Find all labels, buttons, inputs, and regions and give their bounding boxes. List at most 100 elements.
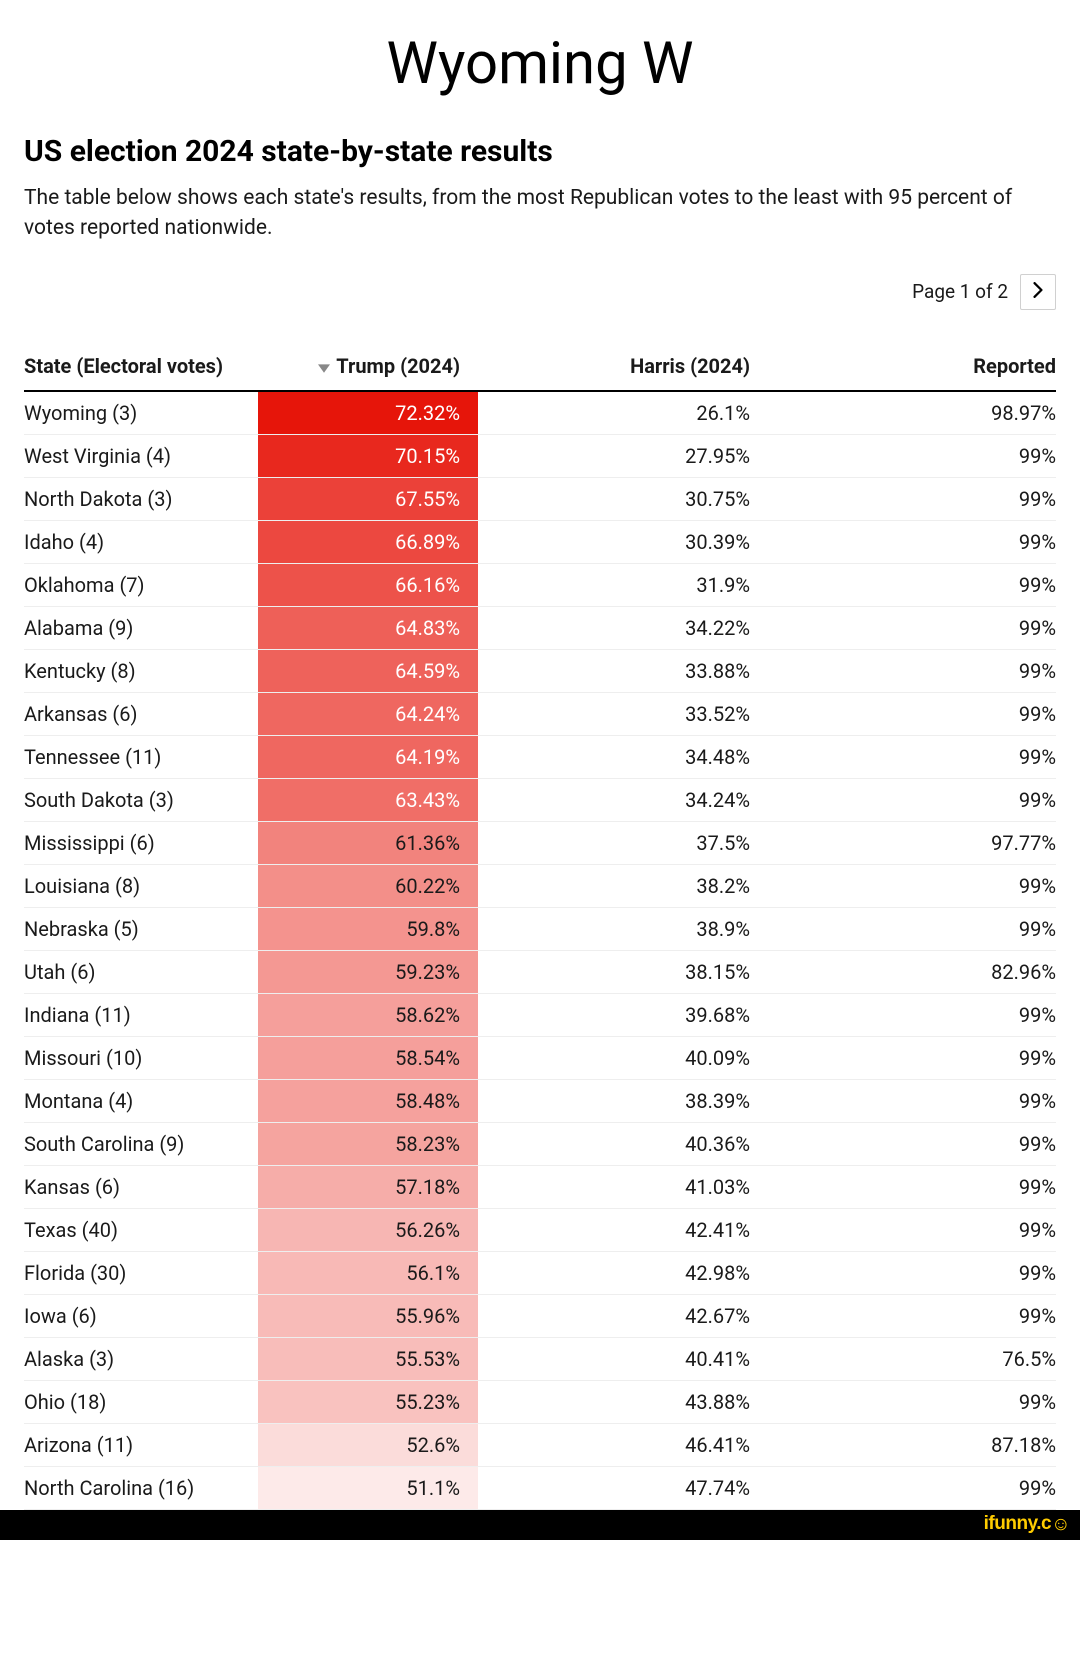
table-row: Texas (40)56.26%42.41%99%: [24, 1208, 1056, 1251]
column-header-harris[interactable]: Harris (2024): [478, 344, 762, 391]
cell-reported: 99%: [762, 520, 1056, 563]
cell-state: Kentucky (8): [24, 649, 258, 692]
cell-harris: 47.74%: [478, 1466, 762, 1509]
cell-state: Mississippi (6): [24, 821, 258, 864]
cell-harris: 46.41%: [478, 1423, 762, 1466]
cell-reported: 99%: [762, 434, 1056, 477]
cell-reported: 99%: [762, 864, 1056, 907]
cell-harris: 34.22%: [478, 606, 762, 649]
cell-state: Arkansas (6): [24, 692, 258, 735]
cell-trump: 59.8%: [258, 907, 478, 950]
cell-state: West Virginia (4): [24, 434, 258, 477]
cell-state: Missouri (10): [24, 1036, 258, 1079]
cell-harris: 38.9%: [478, 907, 762, 950]
table-row: Oklahoma (7)66.16%31.9%99%: [24, 563, 1056, 606]
cell-trump: 66.16%: [258, 563, 478, 606]
cell-reported: 99%: [762, 477, 1056, 520]
table-row: West Virginia (4)70.15%27.95%99%: [24, 434, 1056, 477]
cell-trump: 64.24%: [258, 692, 478, 735]
main-title: Wyoming W: [24, 30, 1056, 98]
table-row: South Carolina (9)58.23%40.36%99%: [24, 1122, 1056, 1165]
cell-state: Florida (30): [24, 1251, 258, 1294]
cell-state: Alabama (9): [24, 606, 258, 649]
table-row: Montana (4)58.48%38.39%99%: [24, 1079, 1056, 1122]
table-row: Arkansas (6)64.24%33.52%99%: [24, 692, 1056, 735]
cell-trump: 64.83%: [258, 606, 478, 649]
cell-state: Nebraska (5): [24, 907, 258, 950]
cell-state: North Dakota (3): [24, 477, 258, 520]
table-row: Ohio (18)55.23%43.88%99%: [24, 1380, 1056, 1423]
table-row: Utah (6)59.23%38.15%82.96%: [24, 950, 1056, 993]
column-header-state[interactable]: State (Electoral votes): [24, 344, 258, 391]
cell-trump: 66.89%: [258, 520, 478, 563]
table-row: Kentucky (8)64.59%33.88%99%: [24, 649, 1056, 692]
cell-harris: 26.1%: [478, 391, 762, 435]
table-row: Nebraska (5)59.8%38.9%99%: [24, 907, 1056, 950]
cell-trump: 70.15%: [258, 434, 478, 477]
cell-state: North Carolina (16): [24, 1466, 258, 1509]
description-text: The table below shows each state's resul…: [24, 183, 1056, 244]
cell-reported: 99%: [762, 1036, 1056, 1079]
table-row: Tennessee (11)64.19%34.48%99%: [24, 735, 1056, 778]
cell-trump: 55.96%: [258, 1294, 478, 1337]
cell-reported: 99%: [762, 692, 1056, 735]
cell-state: Louisiana (8): [24, 864, 258, 907]
cell-reported: 98.97%: [762, 391, 1056, 435]
cell-trump: 58.23%: [258, 1122, 478, 1165]
cell-trump: 59.23%: [258, 950, 478, 993]
cell-trump: 57.18%: [258, 1165, 478, 1208]
table-row: Idaho (4)66.89%30.39%99%: [24, 520, 1056, 563]
cell-state: South Carolina (9): [24, 1122, 258, 1165]
cell-harris: 33.88%: [478, 649, 762, 692]
cell-state: Alaska (3): [24, 1337, 258, 1380]
table-row: Alaska (3)55.53%40.41%76.5%: [24, 1337, 1056, 1380]
table-row: North Carolina (16)51.1%47.74%99%: [24, 1466, 1056, 1509]
cell-trump: 51.1%: [258, 1466, 478, 1509]
cell-harris: 39.68%: [478, 993, 762, 1036]
sub-title: US election 2024 state-by-state results: [24, 134, 1056, 169]
cell-state: South Dakota (3): [24, 778, 258, 821]
cell-reported: 99%: [762, 1208, 1056, 1251]
cell-state: Iowa (6): [24, 1294, 258, 1337]
cell-reported: 99%: [762, 606, 1056, 649]
cell-harris: 31.9%: [478, 563, 762, 606]
cell-trump: 64.19%: [258, 735, 478, 778]
cell-reported: 87.18%: [762, 1423, 1056, 1466]
cell-reported: 99%: [762, 563, 1056, 606]
column-header-trump-label: Trump (2024): [336, 354, 460, 378]
cell-harris: 40.41%: [478, 1337, 762, 1380]
cell-reported: 99%: [762, 1251, 1056, 1294]
table-row: Alabama (9)64.83%34.22%99%: [24, 606, 1056, 649]
column-header-reported[interactable]: Reported: [762, 344, 1056, 391]
cell-harris: 33.52%: [478, 692, 762, 735]
cell-reported: 97.77%: [762, 821, 1056, 864]
cell-trump: 58.54%: [258, 1036, 478, 1079]
cell-state: Tennessee (11): [24, 735, 258, 778]
cell-reported: 99%: [762, 907, 1056, 950]
next-page-button[interactable]: [1020, 274, 1056, 310]
cell-trump: 55.53%: [258, 1337, 478, 1380]
cell-harris: 42.98%: [478, 1251, 762, 1294]
cell-trump: 58.62%: [258, 993, 478, 1036]
footer-bar: ifunny.c☺: [0, 1510, 1080, 1540]
column-header-trump[interactable]: Trump (2024): [258, 344, 478, 391]
cell-harris: 27.95%: [478, 434, 762, 477]
cell-reported: 99%: [762, 1380, 1056, 1423]
watermark: ifunny.c☺: [984, 1513, 1070, 1535]
cell-reported: 99%: [762, 735, 1056, 778]
cell-reported: 99%: [762, 1122, 1056, 1165]
cell-state: Kansas (6): [24, 1165, 258, 1208]
cell-harris: 42.41%: [478, 1208, 762, 1251]
results-table: State (Electoral votes) Trump (2024) Har…: [24, 344, 1056, 1510]
table-row: Missouri (10)58.54%40.09%99%: [24, 1036, 1056, 1079]
cell-reported: 82.96%: [762, 950, 1056, 993]
cell-state: Oklahoma (7): [24, 563, 258, 606]
cell-reported: 76.5%: [762, 1337, 1056, 1380]
cell-trump: 60.22%: [258, 864, 478, 907]
table-row: Florida (30)56.1%42.98%99%: [24, 1251, 1056, 1294]
table-row: Iowa (6)55.96%42.67%99%: [24, 1294, 1056, 1337]
cell-state: Utah (6): [24, 950, 258, 993]
pager: Page 1 of 2: [24, 274, 1056, 310]
table-row: Arizona (11)52.6%46.41%87.18%: [24, 1423, 1056, 1466]
cell-state: Arizona (11): [24, 1423, 258, 1466]
